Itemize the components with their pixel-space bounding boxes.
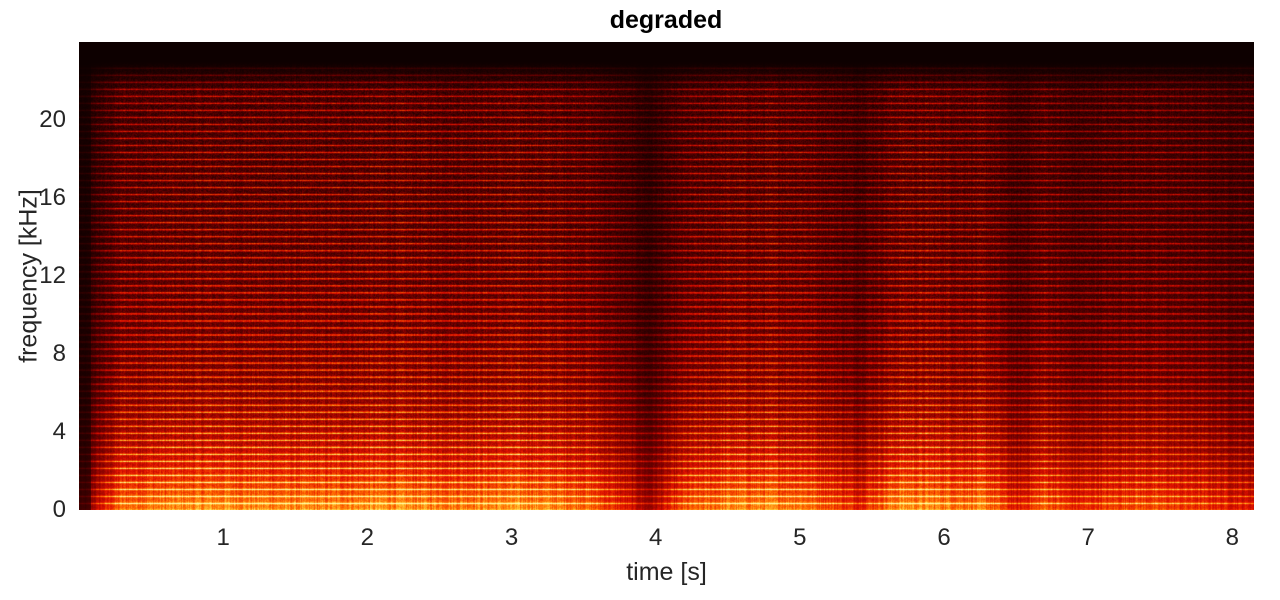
y-tick-label: 12 [39, 262, 66, 289]
x-tick-label: 3 [504, 524, 519, 551]
x-tick-label: 1 [216, 524, 230, 551]
y-tick-label: 20 [39, 106, 66, 133]
x-tick-label: 2 [360, 524, 375, 551]
y-tick-label: 16 [39, 184, 66, 211]
chart-title: degraded [609, 6, 723, 34]
y-tick-label: 0 [52, 496, 66, 523]
x-axis-label: time [s] [626, 558, 707, 586]
y-tick-label: 8 [52, 340, 66, 367]
x-tick-label: 8 [1225, 524, 1240, 551]
spectrogram-image [79, 42, 1254, 510]
y-tick-label: 4 [52, 418, 66, 445]
x-tick-label: 7 [1081, 524, 1095, 551]
spectrogram-plot-area [79, 42, 1254, 510]
x-tick-label: 6 [937, 524, 951, 551]
x-tick-label: 5 [793, 524, 807, 551]
x-tick-label: 4 [648, 524, 663, 551]
